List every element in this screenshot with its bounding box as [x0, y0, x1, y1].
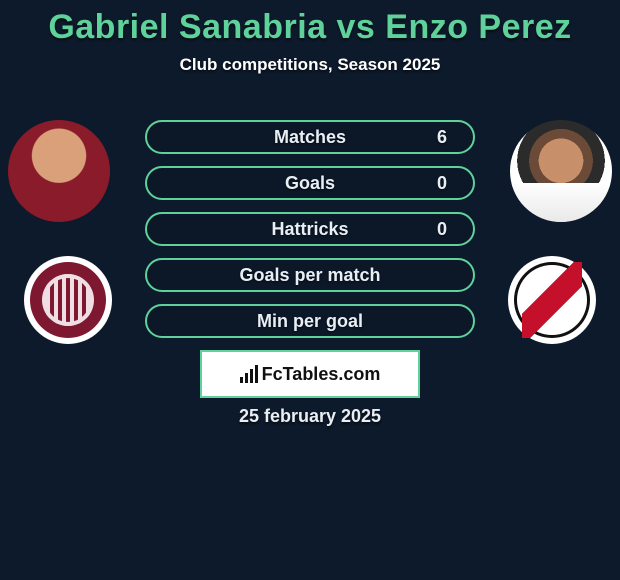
stat-row: Goals per match — [145, 258, 475, 292]
brand-text: FcTables.com — [262, 364, 381, 385]
stat-row: Min per goal — [145, 304, 475, 338]
club-left-badge — [24, 256, 112, 344]
brand-box: FcTables.com — [200, 350, 420, 398]
stat-label: Hattricks — [193, 219, 427, 240]
stat-row: Goals 0 — [145, 166, 475, 200]
page-title: Gabriel Sanabria vs Enzo Perez — [0, 0, 620, 47]
stat-label: Matches — [193, 127, 427, 148]
player-right-avatar — [510, 120, 612, 222]
stat-right-value: 0 — [427, 219, 457, 240]
stat-label: Goals per match — [193, 265, 427, 286]
date-label: 25 february 2025 — [0, 406, 620, 427]
stat-label: Min per goal — [193, 311, 427, 332]
player-left-avatar — [8, 120, 110, 222]
stat-right-value: 0 — [427, 173, 457, 194]
stat-row: Matches 6 — [145, 120, 475, 154]
club-right-badge — [508, 256, 596, 344]
subtitle: Club competitions, Season 2025 — [0, 55, 620, 75]
stat-row: Hattricks 0 — [145, 212, 475, 246]
brand-bars-icon — [240, 365, 258, 383]
stat-right-value: 6 — [427, 127, 457, 148]
stat-label: Goals — [193, 173, 427, 194]
stats-panel: Matches 6 Goals 0 Hattricks 0 Goals per … — [145, 120, 475, 350]
